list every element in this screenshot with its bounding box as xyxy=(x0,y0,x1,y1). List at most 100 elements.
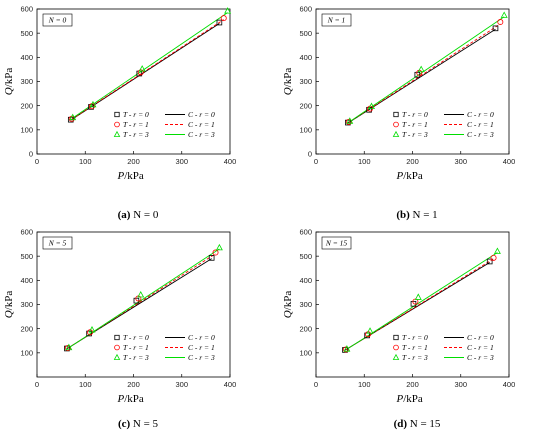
panel-caption: (b) N = 1 xyxy=(396,209,437,221)
legend-test-label: T - r = 0 xyxy=(123,333,149,342)
x-tick-label: 200 xyxy=(127,157,140,166)
y-axis-unit: /kPa xyxy=(282,291,294,311)
y-tick-label: 200 xyxy=(20,101,33,110)
x-axis-unit: /kPa xyxy=(403,393,423,405)
legend-marker xyxy=(113,130,121,137)
data-point-r3 xyxy=(414,293,422,300)
data-point-r1 xyxy=(490,254,497,261)
data-point-r0 xyxy=(208,255,215,261)
n-annotation: N = 5 xyxy=(48,239,67,248)
legend-marker xyxy=(392,353,400,360)
data-point-r3 xyxy=(215,243,223,251)
x-axis-var: P xyxy=(117,170,125,182)
legend-test-label: T - r = 3 xyxy=(123,353,149,362)
legend-marker xyxy=(114,111,120,118)
x-tick-label: 200 xyxy=(406,380,419,389)
n-annotation: N = 1 xyxy=(327,16,346,25)
legend-test-label: T - r = 1 xyxy=(402,120,428,129)
x-axis-label: P/kPa xyxy=(117,170,144,182)
y-axis-var: Q xyxy=(3,310,15,318)
y-tick-label: 400 xyxy=(20,276,33,285)
y-tick-label: 100 xyxy=(20,125,33,134)
chart-panel-2: 0 100 200 300 4000100200300400500600P/kPaQ/k… xyxy=(282,5,515,221)
panel-tag: (d) xyxy=(394,418,408,430)
data-point-r3 xyxy=(368,102,375,109)
panel-caption-text: N = 5 xyxy=(130,418,158,430)
y-tick-label: 300 xyxy=(20,77,33,86)
y-tick-label: 400 xyxy=(299,276,312,285)
data-point-r3 xyxy=(138,65,146,72)
x-tick-label: 0 xyxy=(35,380,39,389)
fit-line-r0 xyxy=(70,23,220,121)
legend-marker xyxy=(114,344,120,351)
data-point-r3 xyxy=(65,343,73,351)
x-tick-label: 300 xyxy=(454,157,467,166)
n-annotation-box xyxy=(42,13,73,27)
data-point-r3 xyxy=(88,326,96,333)
data-point-r3 xyxy=(346,117,354,124)
data-point-r3 xyxy=(137,290,145,298)
y-axis-label: Q/kPa xyxy=(282,291,294,319)
x-tick-label: 100 xyxy=(358,380,371,389)
legend-marker xyxy=(114,334,120,341)
x-tick-label: 0 xyxy=(35,157,39,166)
panel-tag: (c) xyxy=(118,418,131,430)
fit-line-r3 xyxy=(72,12,228,119)
y-axis-label: Q/kPa xyxy=(3,291,15,319)
n-annotation: N = 0 xyxy=(48,16,67,25)
y-axis-unit: /kPa xyxy=(282,68,294,88)
legend-calc-label: C - r = 0 xyxy=(467,333,494,342)
n-annotation-box xyxy=(321,236,352,250)
y-tick-label: 0 xyxy=(308,150,312,159)
panel-tag: (b) xyxy=(396,209,410,221)
chart-panel-1: 0 100 200 300 4000100200300400500600P/kPaQ/k… xyxy=(3,5,236,221)
x-tick-label: 300 xyxy=(175,157,188,166)
fit-line-r1 xyxy=(345,258,494,351)
legend-marker xyxy=(392,130,400,137)
legend-calc-label: C - r = 0 xyxy=(188,110,215,119)
x-axis-unit: /kPa xyxy=(403,170,423,182)
x-axis-label: P/kPa xyxy=(396,170,423,182)
y-tick-label: 200 xyxy=(299,101,312,110)
data-point-r3 xyxy=(500,11,508,18)
legend-calc-label: C - r = 3 xyxy=(467,353,494,362)
data-point-r1 xyxy=(212,249,219,256)
y-axis-var: Q xyxy=(282,310,294,318)
data-point-r0 xyxy=(492,25,499,32)
legend-marker xyxy=(114,121,120,128)
legend-calc-label: C - r = 1 xyxy=(188,343,215,352)
y-tick-label: 500 xyxy=(299,252,312,261)
x-tick-label: 100 xyxy=(79,380,92,389)
panel-caption-text: N = 0 xyxy=(130,209,158,221)
legend-test-label: T - r = 0 xyxy=(402,110,428,119)
x-tick-label: 0 xyxy=(314,380,318,389)
y-tick-label: 500 xyxy=(20,29,33,38)
data-point-r3 xyxy=(89,100,97,108)
x-tick-label: 300 xyxy=(175,380,188,389)
y-tick-label: 500 xyxy=(299,29,312,38)
legend-calc-label: C - r = 3 xyxy=(188,353,215,362)
panel-caption: (a) N = 0 xyxy=(118,209,159,221)
y-tick-label: 200 xyxy=(299,324,312,333)
data-point-r0 xyxy=(486,258,493,265)
legend-calc-label: C - r = 1 xyxy=(188,120,215,129)
legend-test-label: T - r = 3 xyxy=(402,353,428,362)
x-tick-label: 200 xyxy=(406,157,419,166)
data-point-r0 xyxy=(342,347,348,353)
x-tick-label: 100 xyxy=(358,157,371,166)
x-tick-label: 200 xyxy=(127,380,140,389)
x-tick-label: 400 xyxy=(224,157,237,166)
data-point-r3 xyxy=(417,65,425,73)
legend-marker xyxy=(393,121,399,128)
x-axis-unit: /kPa xyxy=(124,393,144,405)
legend-marker xyxy=(393,344,399,351)
y-axis-unit: /kPa xyxy=(3,68,15,88)
data-point-r1 xyxy=(220,15,227,22)
legend-marker xyxy=(393,334,399,341)
y-tick-label: 0 xyxy=(29,150,33,159)
x-axis-var: P xyxy=(396,393,404,405)
data-point-r0 xyxy=(216,19,223,26)
legend-calc-label: C - r = 1 xyxy=(467,343,494,352)
x-tick-label: 400 xyxy=(224,380,237,389)
data-point-r1 xyxy=(497,19,504,26)
